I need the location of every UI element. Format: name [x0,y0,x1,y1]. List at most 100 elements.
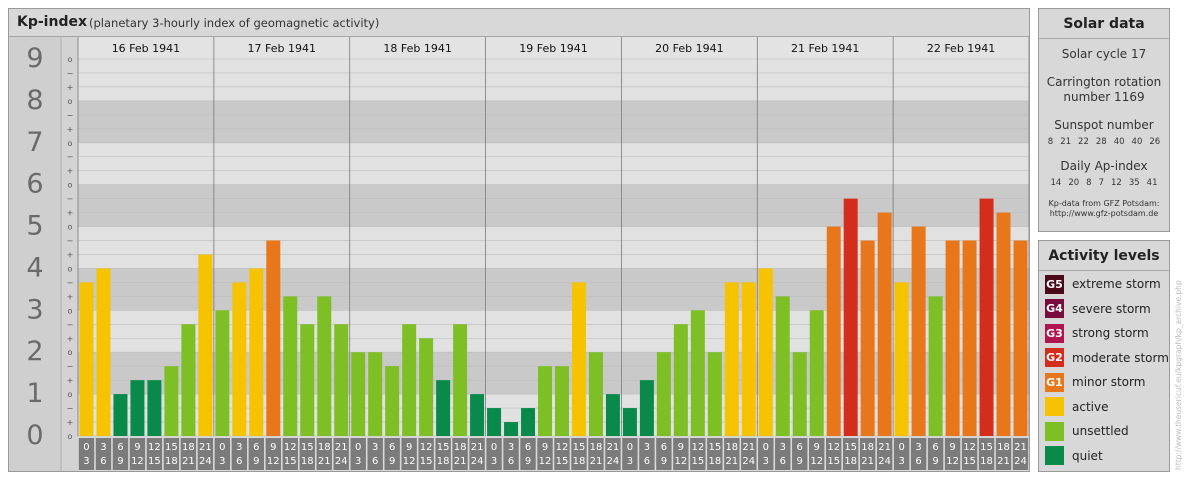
legend-swatch [1045,446,1064,465]
interval-end-label: 12 [946,456,959,467]
interval-end-label: 3 [898,456,904,467]
kp-bar [266,240,281,436]
kp-bar [385,366,400,436]
time-interval-box [350,438,366,470]
legend-label: severe storm [1072,301,1151,316]
interval-start-label: 18 [725,442,738,453]
interval-start-label: 6 [117,442,123,453]
y-axis-minor-label: + [67,292,74,301]
interval-start-label: 15 [301,442,314,453]
kp-bar [232,282,247,436]
y-axis-minor-label: + [67,167,74,176]
time-interval-box [741,438,757,470]
activity-levels-panel: Activity levels G5 extreme storm G4 severe … [1038,240,1170,472]
kp-bar [164,366,179,436]
y-axis-label: 0 [26,420,43,451]
y-axis-minor-label: o [68,432,73,441]
interval-end-label: 6 [100,456,106,467]
legend-swatch [1045,421,1064,441]
interval-end-label: 3 [491,456,497,467]
y-axis-label: 2 [26,336,43,367]
time-interval-box [129,438,146,470]
time-interval-box [588,438,604,470]
interval-start-label: 0 [898,442,904,453]
legend-label: active [1072,399,1109,414]
time-interval-box [503,438,519,470]
data-credit-link[interactable]: http://www.gfz-potsdam.de [1049,209,1159,218]
kp-bar [945,240,960,436]
time-interval-box [401,438,417,470]
interval-end-label: 3 [627,456,633,467]
time-interval-box [707,438,723,470]
sunspot-values: 8 21 22 28 40 40 26 [1039,137,1169,147]
date-label: 22 Feb 1941 [927,42,995,55]
ap-index-values: 14 20 8 7 12 35 41 [1039,178,1169,188]
kp-bar [673,324,688,436]
kp-bar [792,352,807,436]
time-interval-box [333,438,349,470]
legend-label: unsettled [1072,424,1129,438]
interval-end-label: 24 [199,456,212,467]
kp-bar [809,310,824,436]
kp-bar [334,324,349,436]
interval-end-label: 3 [763,456,769,467]
interval-end-label: 21 [318,456,331,467]
kp-bar [283,296,298,436]
time-interval-box [180,438,197,470]
ap-index-value: 7 [1098,178,1104,188]
activity-levels-title: Activity levels [1039,241,1169,271]
kp-bar [775,296,790,436]
interval-end-label: 15 [691,456,704,467]
interval-end-label: 24 [335,456,348,467]
y-axis-minor-label: + [67,83,74,92]
kp-bar [894,282,909,436]
time-interval-box [146,438,163,470]
interval-start-label: 9 [678,442,684,453]
y-axis-minor-label: − [67,69,74,78]
time-interval-box [163,438,180,470]
interval-start-label: 0 [219,442,225,453]
interval-end-label: 6 [508,456,514,467]
interval-start-label: 6 [932,442,938,453]
interval-start-label: 6 [253,442,259,453]
interval-start-label: 3 [508,442,514,453]
time-interval-box [520,438,536,470]
interval-start-label: 0 [355,442,361,453]
time-interval-box [995,438,1012,470]
time-interval-box [435,438,451,470]
time-interval-box [775,438,791,470]
interval-end-label: 21 [725,456,738,467]
kp-bar [639,380,654,436]
legend-item: G2 moderate storm [1045,348,1169,368]
interval-start-label: 18 [318,442,331,453]
y-axis-minor-label: + [67,376,74,385]
interval-end-label: 6 [372,456,378,467]
time-interval-box [673,438,689,470]
time-interval-box [910,438,927,470]
chart-header: Kp-index (planetary 3-hourly index of ge… [9,9,1029,37]
time-interval-box [299,438,315,470]
kp-bar [300,324,315,436]
kp-bar [436,380,451,436]
y-axis-label: 9 [26,43,43,74]
date-label: 20 Feb 1941 [655,42,723,55]
interval-start-label: 12 [148,442,161,453]
interval-end-label: 24 [742,456,755,467]
time-interval-box [112,438,129,470]
interval-end-label: 12 [539,456,552,467]
legend-label: quiet [1072,448,1103,463]
kp-bar [622,408,637,436]
time-interval-box [622,438,638,470]
legend-item: G4 severe storm [1045,299,1151,319]
kp-bar [147,380,162,436]
interval-end-label: 6 [780,456,786,467]
interval-end-label: 18 [301,456,314,467]
interval-start-label: 12 [963,442,976,453]
time-interval-box [367,438,383,470]
date-header-band [78,37,1029,59]
interval-start-label: 3 [100,442,106,453]
interval-start-label: 21 [878,442,891,453]
interval-end-label: 9 [117,456,123,467]
legend-item: active [1045,397,1108,417]
kp-bar [979,198,994,436]
